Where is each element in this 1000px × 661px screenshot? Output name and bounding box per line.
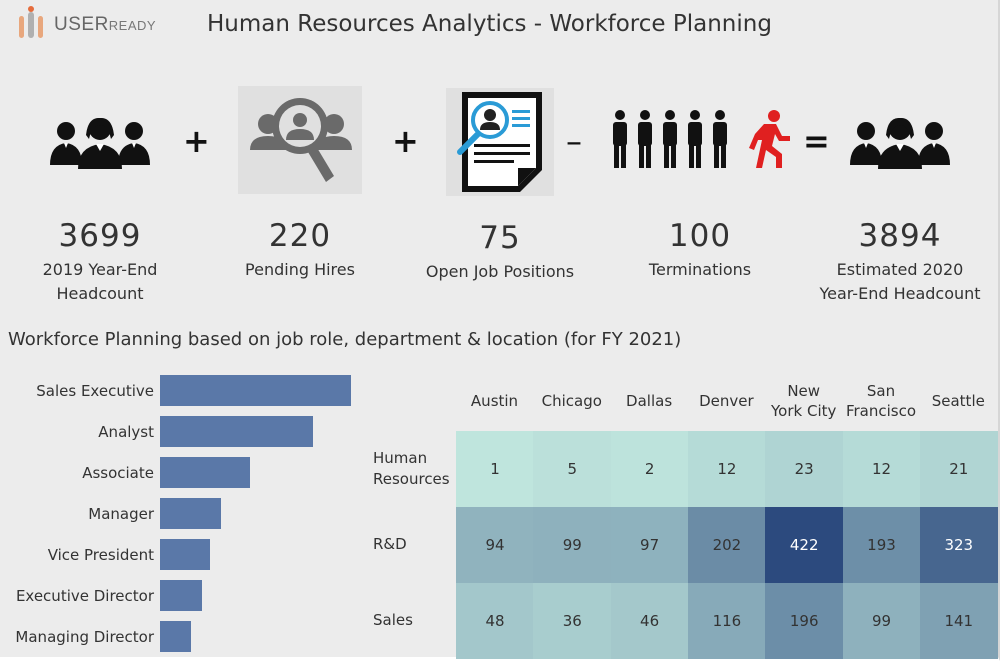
section-title: Workforce Planning based on job role, de…	[8, 329, 682, 350]
kpi-value: 220	[268, 218, 332, 254]
heatmap-cell[interactable]: 1	[456, 431, 534, 507]
heatmap-cell[interactable]: 193	[842, 507, 921, 583]
column-header: Seattle	[931, 392, 985, 410]
kpi-estimated-2020-headcount: 3894 Estimated 2020 Year-End Headcount	[800, 218, 1000, 306]
bar[interactable]	[160, 498, 222, 529]
people-leaving-icon	[613, 110, 790, 168]
bar-label: Managing Director	[15, 628, 154, 646]
bar[interactable]	[160, 457, 250, 488]
bar[interactable]	[160, 416, 313, 447]
team-icon	[50, 117, 150, 169]
row-header: R&D	[373, 535, 407, 553]
kpi-open-positions: 75 Open Job Positions	[400, 220, 600, 284]
column-header: New York City	[771, 382, 837, 420]
kpi-terminations: 100 Terminations	[600, 218, 800, 282]
kpi-pending-hires: 220 Pending Hires	[200, 218, 400, 282]
page-title: Human Resources Analytics - Workforce Pl…	[207, 11, 772, 37]
heatmap-cell[interactable]: 21	[919, 431, 998, 507]
heatmap-cell[interactable]: 23	[765, 431, 844, 507]
heatmap-cell[interactable]: 5	[533, 431, 612, 507]
bar[interactable]	[160, 621, 191, 652]
row-header: Human Resources	[373, 449, 450, 488]
column-header: San Francisco	[845, 382, 917, 420]
column-header: Dallas	[626, 392, 673, 410]
heatmap-cell[interactable]: 196	[765, 583, 844, 659]
resume-document-icon	[446, 88, 554, 196]
bar-label: Analyst	[98, 423, 154, 441]
kpi-label: 2019 Year-End Headcount	[42, 260, 158, 303]
team-icon	[850, 117, 950, 169]
bar-label: Vice President	[47, 546, 154, 564]
bar[interactable]	[160, 539, 210, 570]
heatmap-cell[interactable]: 2	[610, 431, 689, 507]
row-header: Sales	[373, 611, 413, 629]
heatmap-cell[interactable]: 323	[919, 507, 998, 583]
bar-label: Sales Executive	[36, 382, 154, 400]
heatmap-cell[interactable]: 12	[687, 431, 766, 507]
kpi-value: 75	[479, 220, 521, 256]
kpi-2019-headcount: 3699 2019 Year-End Headcount	[0, 218, 200, 306]
kpi-label: Estimated 2020 Year-End Headcount	[819, 260, 981, 303]
kpi-label: Pending Hires	[245, 260, 355, 279]
column-header: Denver	[699, 392, 754, 410]
heatmap-cell[interactable]: 202	[687, 507, 766, 583]
heatmap-cell[interactable]: 48	[456, 583, 534, 659]
kpi-label: Open Job Positions	[425, 262, 575, 281]
heatmap-cell[interactable]: 422	[765, 507, 844, 583]
column-header: Austin	[470, 392, 519, 410]
minus-operator: –	[566, 122, 582, 160]
bar[interactable]	[160, 580, 203, 611]
logo-text: USERREADY	[54, 14, 157, 35]
bar-label: Manager	[88, 505, 154, 523]
heatmap-cell[interactable]: 99	[842, 583, 921, 659]
bar-label: Associate	[82, 464, 154, 482]
heatmap-cell[interactable]: 97	[610, 507, 689, 583]
heatmap-cell[interactable]: 141	[919, 583, 998, 659]
bar-label: Executive Director	[15, 587, 154, 605]
plus-operator: +	[183, 122, 210, 160]
heatmap-cell[interactable]: 12	[842, 431, 921, 507]
heatmap-cell[interactable]: 116	[687, 583, 766, 659]
kpi-value: 3894	[858, 218, 942, 254]
useready-logo	[19, 6, 43, 38]
candidate-search-icon	[238, 86, 362, 194]
equals-operator: =	[803, 122, 830, 160]
heatmap-cell[interactable]: 46	[610, 583, 689, 659]
kpi-value: 100	[668, 218, 732, 254]
bar[interactable]	[160, 375, 351, 406]
kpi-label: Terminations	[648, 260, 752, 279]
plus-operator: +	[392, 122, 419, 160]
heatmap-cell[interactable]: 99	[533, 507, 612, 583]
heatmap-cell[interactable]: 36	[533, 583, 612, 659]
kpi-value: 3699	[58, 218, 142, 254]
column-header: Chicago	[541, 392, 602, 410]
heatmap-cell[interactable]: 94	[456, 507, 534, 583]
